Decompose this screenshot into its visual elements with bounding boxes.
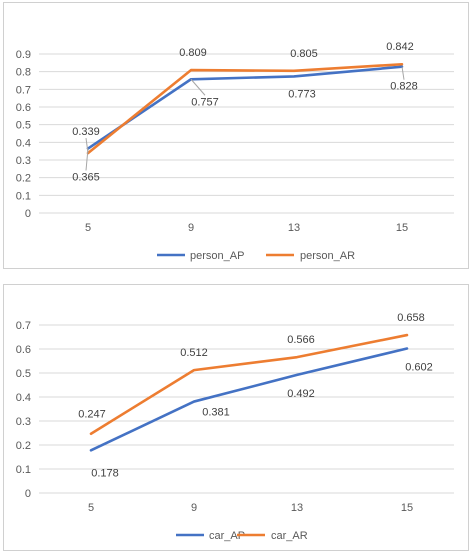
y-tick-label: 0.1 [16, 464, 31, 476]
data-label: 0.805 [290, 48, 318, 60]
data-label: 0.773 [288, 88, 316, 100]
x-tick-label: 13 [288, 222, 300, 234]
data-label: 0.247 [78, 409, 106, 421]
y-tick-label: 0.7 [16, 320, 31, 332]
data-label: 0.828 [390, 81, 418, 93]
chart-car-svg: 0 0.1 0.2 0.3 0.4 0.5 0.6 0.7 5 9 13 15 0.178 0.381 0.… [16, 312, 454, 542]
x-tick-label: 9 [188, 222, 194, 234]
y-tick-label: 0.4 [16, 137, 31, 149]
y-tick-label: 0.2 [16, 440, 31, 452]
leader-line [85, 138, 89, 154]
legend-label: person_AP [190, 250, 244, 262]
y-tick-label: 0.6 [16, 344, 31, 356]
series-line-car-ap [89, 347, 409, 452]
y-tick-label: 0.9 [16, 49, 31, 61]
x-tick-label: 15 [396, 222, 408, 234]
y-tick-label: 0.8 [16, 67, 31, 79]
y-tick-label: 0.4 [16, 392, 31, 404]
chart-person-svg: 0 0.1 0.2 0.3 0.4 0.5 0.6 0.7 0.8 0.9 5 9 13 15 0.365 0… [16, 41, 454, 262]
chart-person: 0 0.1 0.2 0.3 0.4 0.5 0.6 0.7 0.8 0.9 5 9 13 15 0.365 0… [3, 2, 469, 269]
data-label: 0.809 [179, 47, 207, 59]
data-label: 0.757 [191, 96, 219, 108]
legend-label: person_AR [300, 250, 355, 262]
legend-label: car_AP [209, 530, 245, 542]
chart-car: 0 0.1 0.2 0.3 0.4 0.5 0.6 0.7 5 9 13 15 0.178 0.381 0.… [3, 284, 469, 551]
y-tick-label: 0.6 [16, 102, 31, 114]
y-tick-label: 0.5 [16, 368, 31, 380]
y-tick-label: 0.3 [16, 416, 31, 428]
series-line-person-ar [86, 62, 404, 155]
leader-line [190, 78, 206, 96]
y-tick-label: 0 [25, 488, 31, 500]
x-tick-label: 5 [88, 502, 94, 514]
data-label: 0.365 [72, 172, 100, 184]
data-label: 0.492 [287, 388, 315, 400]
data-label: 0.566 [287, 334, 315, 346]
data-label: 0.658 [397, 312, 425, 324]
leader-line [401, 66, 405, 80]
series-line-car-ar [89, 333, 409, 436]
x-tick-label: 5 [85, 222, 91, 234]
legend-label: car_AR [271, 530, 308, 542]
y-tick-label: 0.7 [16, 84, 31, 96]
series-line-person-ap [86, 65, 404, 150]
data-label: 0.339 [72, 126, 100, 138]
x-tick-label: 9 [191, 502, 197, 514]
y-tick-label: 0.2 [16, 173, 31, 185]
y-tick-label: 0.1 [16, 190, 31, 202]
data-label: 0.381 [202, 407, 230, 419]
y-tick-label: 0.3 [16, 155, 31, 167]
data-label: 0.178 [91, 467, 119, 479]
data-label: 0.842 [386, 41, 414, 53]
y-tick-label: 0.5 [16, 120, 31, 132]
data-label: 0.512 [180, 347, 208, 359]
y-tick-label: 0 [25, 208, 31, 220]
data-label: 0.602 [405, 362, 433, 374]
x-tick-label: 13 [291, 502, 303, 514]
x-tick-label: 15 [401, 502, 413, 514]
